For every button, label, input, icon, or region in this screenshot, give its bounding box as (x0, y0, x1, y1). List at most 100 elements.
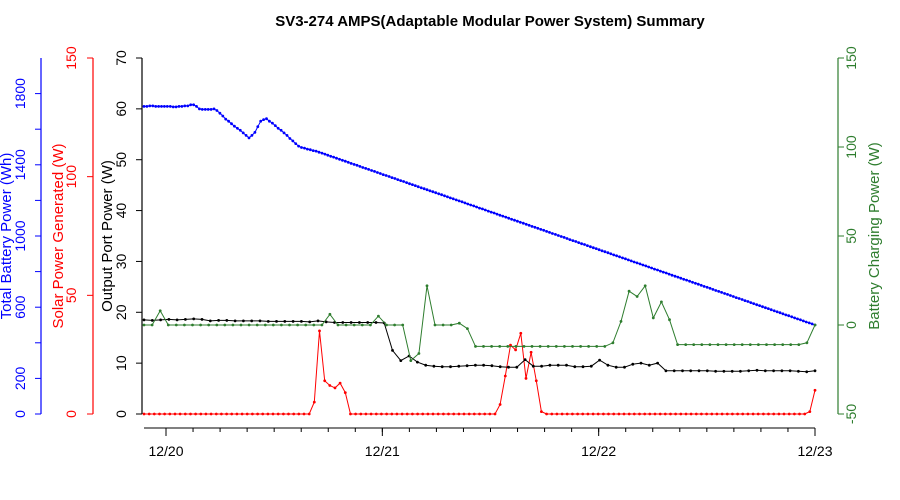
series-battery-point (262, 118, 265, 121)
series-battery-point (758, 304, 761, 307)
series-battery-point (422, 187, 426, 191)
series-battery-point (224, 117, 228, 121)
series-battery-point (548, 231, 551, 234)
series-battery-point (647, 265, 651, 269)
series-battery-point (682, 277, 686, 281)
series-battery-point (717, 290, 721, 293)
series-solar-point (297, 412, 301, 416)
series-solar-point (178, 412, 182, 416)
series-battery-point (273, 124, 277, 127)
series-charging-point (174, 323, 178, 327)
battery-tick-label: 1000 (12, 220, 28, 251)
series-charging-point (417, 352, 421, 355)
series-battery-point (545, 230, 548, 233)
series-output-point (565, 363, 568, 367)
series-charging-point (247, 323, 251, 327)
series-solar-point (519, 331, 523, 335)
series-solar-point (669, 412, 672, 416)
series-charging-point (304, 323, 308, 327)
series-charging-point (789, 343, 793, 346)
series-battery-point (664, 271, 668, 275)
series-battery-point (790, 315, 794, 319)
battery-tick-label: 1400 (12, 149, 28, 180)
series-solar-point (421, 412, 425, 416)
series-battery-point (189, 103, 193, 107)
series-output-point (242, 319, 245, 323)
series-output-point (167, 318, 171, 321)
series-battery-point (308, 148, 312, 152)
series-battery-point (489, 210, 493, 214)
series-solar-point (725, 412, 729, 416)
series-solar-point (431, 412, 435, 416)
series-charging-point (522, 345, 526, 348)
series-battery-point (539, 228, 543, 231)
series-battery-point (612, 253, 616, 257)
series-charging-point (708, 343, 712, 346)
series-solar-point (209, 412, 213, 416)
series-solar-point (586, 412, 590, 416)
series-battery-point (737, 297, 741, 300)
series-battery-point (469, 203, 473, 207)
series-solar-point (251, 412, 254, 416)
series-solar-point (266, 412, 270, 416)
series-battery-point (209, 108, 213, 111)
series-solar-point (741, 412, 745, 416)
series-battery-point (218, 111, 222, 115)
series-solar-point (168, 412, 172, 416)
series-charging-point (530, 345, 534, 348)
series-battery-point (200, 108, 204, 111)
charging-tick-label: 100 (843, 135, 859, 159)
series-battery-point (559, 235, 563, 238)
series-solar-point (462, 412, 466, 416)
series-battery-point (696, 282, 700, 286)
series-charging-point (805, 341, 809, 345)
series-charging-point (425, 284, 429, 288)
series-battery-point (285, 134, 289, 137)
series-battery-point (233, 124, 236, 128)
series-solar-point (359, 412, 363, 416)
series-output-point (159, 318, 163, 322)
series-output-point (208, 319, 212, 323)
series-battery-point (160, 105, 163, 108)
output-tick-label: 50 (113, 152, 129, 168)
series-battery-point (393, 177, 397, 180)
series-battery-point (431, 190, 435, 194)
series-battery-point (711, 288, 715, 291)
series-solar-point (808, 410, 812, 413)
series-output-point (200, 318, 204, 321)
series-battery-point (466, 202, 470, 206)
output-tick-label: 30 (113, 253, 129, 269)
series-solar-point (142, 412, 146, 416)
series-charging-point (166, 323, 170, 327)
series-battery-point (784, 313, 788, 317)
series-solar-point (390, 412, 394, 416)
series-battery-point (621, 256, 624, 260)
series-solar-point (648, 412, 652, 416)
series-output-point (780, 369, 784, 373)
series-solar-point (493, 412, 497, 416)
series-charging-point (692, 343, 696, 346)
series-battery-point (606, 251, 610, 255)
series-solar-point (787, 412, 791, 416)
series-battery-point (195, 105, 198, 108)
series-output-point (813, 369, 817, 373)
series-output-point (515, 365, 519, 369)
series-output-point (349, 321, 353, 324)
series-battery-point (434, 191, 438, 195)
series-solar-point (240, 412, 244, 416)
series-battery-point (521, 221, 525, 225)
series-battery-point (326, 153, 330, 157)
series-battery-point (542, 228, 546, 232)
series-output-point (440, 365, 444, 369)
output-tick-label: 40 (113, 203, 129, 219)
series-battery-point (457, 199, 461, 203)
series-battery-point (536, 226, 540, 230)
series-battery-point (746, 300, 750, 303)
series-battery-point (533, 225, 537, 229)
series-solar-point (323, 379, 327, 383)
series-battery-point (554, 233, 557, 236)
series-battery-point (478, 206, 481, 210)
series-battery-point (437, 192, 441, 196)
series-solar-point (220, 412, 223, 416)
series-output-point (300, 320, 303, 323)
